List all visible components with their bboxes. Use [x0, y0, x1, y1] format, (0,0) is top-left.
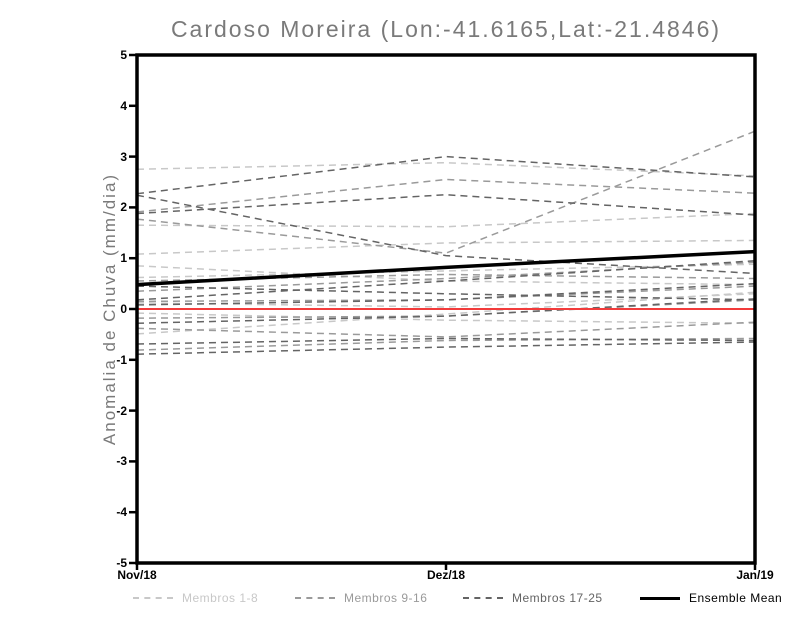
ensemble-member-line-g2-5 [136, 285, 756, 303]
legend-item-2: Membros 9-16 [295, 591, 427, 605]
ensemble-member-line-g3-8 [136, 337, 756, 345]
legend-item-3: Membros 17-25 [463, 591, 603, 605]
legend-line-swatch [463, 597, 503, 599]
ensemble-member-line-g3-4 [136, 285, 756, 301]
ensemble-member-line-g1-8 [136, 291, 756, 335]
ensemble-member-line-g3-9 [136, 341, 756, 355]
chart-title: Cardoso Moreira (Lon:-41.6165,Lat:-21.48… [170, 16, 722, 42]
legend-label: Membros 1-8 [182, 591, 259, 605]
ensemble-member-line-g2-8 [136, 337, 756, 351]
y-tick-label: 3 [120, 149, 127, 164]
ensemble-member-line-g2-7 [136, 321, 756, 338]
ensemble-member-line-g2-1 [136, 178, 756, 213]
ensemble-member-line-g3-1 [136, 155, 756, 195]
ensemble-member-line-g1-2 [136, 212, 756, 228]
legend-line-swatch [295, 597, 335, 599]
x-tick-label-jan19: Jan/19 [736, 568, 774, 582]
legend-line-swatch [640, 596, 680, 600]
y-tick-label: 0 [120, 302, 127, 316]
chart-legend: Membros 1-8 Membros 9-16 Membros 17-25 Ense… [0, 591, 800, 607]
legend-item-1: Membros 1-8 [133, 591, 258, 605]
y-tick-label: 2 [120, 200, 127, 215]
y-tick-label: 4 [120, 98, 127, 113]
legend-label: Membros 17-25 [512, 591, 603, 605]
y-tick-label: 5 [120, 48, 127, 62]
legend-item-4: Ensemble Mean [640, 591, 782, 605]
ensemble-mean-line [136, 249, 756, 287]
ensemble-member-line-g1-1 [136, 161, 756, 177]
ensemble-member-line-g1-6 [136, 293, 756, 308]
ensemble-member-line-g3-2 [136, 194, 756, 275]
legend-label: Membros 9-16 [344, 591, 428, 605]
y-tick-label: 1 [120, 251, 127, 266]
ensemble-member-line-g3-7 [136, 298, 756, 324]
ensemble-member-line-g3-3 [136, 193, 756, 216]
y-tick-label: -2 [116, 403, 127, 418]
y-tick-label: -1 [116, 352, 127, 367]
ensemble-member-line-g3-6 [136, 282, 756, 306]
x-tick-label-dez18: Dez/18 [426, 568, 466, 582]
legend-label: Ensemble Mean [689, 591, 783, 605]
x-tick-label-nov18: Nov/18 [117, 568, 157, 582]
legend-line-swatch [133, 597, 173, 599]
y-tick-label: -5 [116, 556, 127, 570]
ensemble-member-line-g1-7 [136, 312, 756, 324]
y-tick-label: -3 [116, 454, 127, 469]
ensemble-member-line-g2-2 [136, 130, 756, 254]
ensemble-member-line-g3-5 [136, 259, 756, 301]
ensemble-member-line-g1-3 [136, 239, 756, 255]
y-tick-label: -4 [116, 505, 127, 520]
